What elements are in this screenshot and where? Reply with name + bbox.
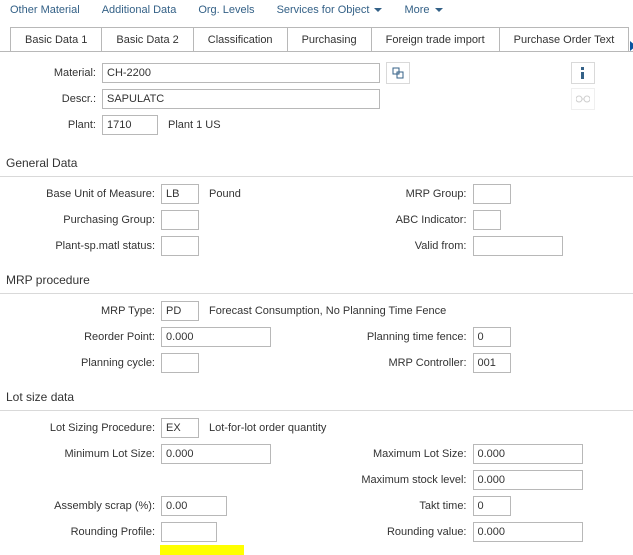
plan-cycle-input[interactable] [161, 353, 199, 373]
divider [0, 176, 633, 177]
header-form: Material: Descr.: Plant: Plant 1 US [0, 52, 633, 144]
takt-input[interactable] [473, 496, 511, 516]
buom-input[interactable] [161, 184, 199, 204]
mrp-ctrl-input[interactable] [473, 353, 511, 373]
tab-scroll-right[interactable] [628, 41, 633, 51]
round-val-label: Rounding value: [317, 526, 473, 538]
buom-text: Pound [209, 188, 241, 200]
scrap-label: Assembly scrap (%): [0, 500, 161, 512]
tab-basic-data-2[interactable]: Basic Data 2 [101, 27, 193, 51]
tb-additional-data[interactable]: Additional Data [102, 4, 177, 16]
mrp-procedure-block: MRP Type: Forecast Consumption, No Planni… [0, 300, 633, 378]
info-icon [578, 67, 588, 79]
mrp-ctrl-label: MRP Controller: [317, 357, 473, 369]
max-stock-input[interactable] [473, 470, 583, 490]
mrp-type-input[interactable] [161, 301, 199, 321]
highlight-mark [160, 545, 244, 555]
max-lot-input[interactable] [473, 444, 583, 464]
general-data-block: Base Unit of Measure: Pound Purchasing Gr… [0, 183, 633, 261]
chevron-right-icon [628, 41, 633, 51]
takt-label: Takt time: [317, 500, 473, 512]
plant-status-input[interactable] [161, 236, 199, 256]
purch-group-input[interactable] [161, 210, 199, 230]
section-mrp-procedure: MRP procedure [0, 261, 633, 291]
valid-from-input[interactable] [473, 236, 563, 256]
valid-from-label: Valid from: [317, 240, 473, 252]
plant-status-label: Plant-sp.matl status: [0, 240, 161, 252]
round-prof-input[interactable] [161, 522, 217, 542]
tb-services-label: Services for Object [277, 4, 370, 16]
scrap-input[interactable] [161, 496, 227, 516]
tab-basic-data-1[interactable]: Basic Data 1 [10, 27, 102, 51]
min-lot-input[interactable] [161, 444, 271, 464]
reorder-label: Reorder Point: [0, 331, 161, 343]
lot-size-block: Lot Sizing Procedure: Lot-for-lot order q… [0, 417, 633, 555]
plant-input[interactable] [102, 115, 158, 135]
f4-help-button[interactable] [386, 62, 410, 84]
abc-input[interactable] [473, 210, 501, 230]
tb-more[interactable]: More [404, 4, 442, 16]
divider [0, 410, 633, 411]
material-label: Material: [14, 67, 102, 79]
plan-fence-label: Planning time fence: [317, 331, 473, 343]
tab-foreign-trade-import[interactable]: Foreign trade import [371, 27, 500, 51]
tb-more-label: More [404, 4, 429, 16]
plant-label: Plant: [14, 119, 102, 131]
max-stock-label: Maximum stock level: [317, 474, 473, 486]
tab-purchase-order-text[interactable]: Purchase Order Text [499, 27, 630, 51]
section-lot-size: Lot size data [0, 378, 633, 408]
purch-group-label: Purchasing Group: [0, 214, 161, 226]
round-val-input[interactable] [473, 522, 583, 542]
mrp-type-text: Forecast Consumption, No Planning Time F… [209, 305, 446, 317]
tb-other-material[interactable]: Other Material [10, 4, 80, 16]
lot-proc-text: Lot-for-lot order quantity [209, 422, 326, 434]
tab-purchasing[interactable]: Purchasing [287, 27, 372, 51]
info-button[interactable] [571, 62, 595, 84]
material-input[interactable] [102, 63, 380, 83]
descr-input[interactable] [102, 89, 380, 109]
toolbar: Other Material Additional Data Org. Leve… [0, 0, 633, 22]
lot-proc-label: Lot Sizing Procedure: [0, 422, 161, 434]
mrp-group-label: MRP Group: [317, 188, 473, 200]
mrp-group-input[interactable] [473, 184, 511, 204]
max-lot-label: Maximum Lot Size: [317, 448, 473, 460]
glasses-button[interactable] [571, 88, 595, 110]
section-general-data: General Data [0, 144, 633, 174]
plan-cycle-label: Planning cycle: [0, 357, 161, 369]
tb-org-levels[interactable]: Org. Levels [198, 4, 254, 16]
tabstrip: Basic Data 1 Basic Data 2 Classification… [0, 26, 633, 52]
reorder-input[interactable] [161, 327, 271, 347]
round-prof-label: Rounding Profile: [0, 526, 161, 538]
glasses-icon [576, 95, 590, 103]
chevron-down-icon [435, 8, 443, 12]
buom-label: Base Unit of Measure: [0, 188, 161, 200]
plant-text: Plant 1 US [168, 119, 221, 131]
min-lot-label: Minimum Lot Size: [0, 448, 161, 460]
descr-label: Descr.: [14, 93, 102, 105]
chevron-down-icon [374, 8, 382, 12]
tb-services-for-object[interactable]: Services for Object [277, 4, 383, 16]
abc-label: ABC Indicator: [317, 214, 473, 226]
tab-classification[interactable]: Classification [193, 27, 288, 51]
lot-proc-input[interactable] [161, 418, 199, 438]
plan-fence-input[interactable] [473, 327, 511, 347]
divider [0, 293, 633, 294]
mrp-type-label: MRP Type: [0, 305, 161, 317]
f4-help-icon [392, 67, 404, 79]
